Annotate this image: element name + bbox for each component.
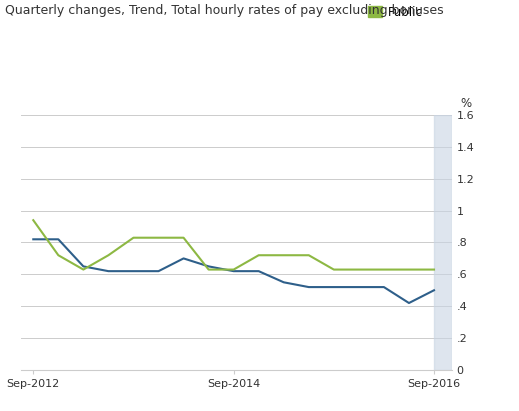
- Text: Quarterly changes, Trend, Total hourly rates of pay excluding bonuses: Quarterly changes, Trend, Total hourly r…: [5, 4, 444, 17]
- Legend: Private, Public: Private, Public: [364, 0, 433, 22]
- Bar: [434, 115, 452, 370]
- Text: %: %: [460, 97, 471, 110]
